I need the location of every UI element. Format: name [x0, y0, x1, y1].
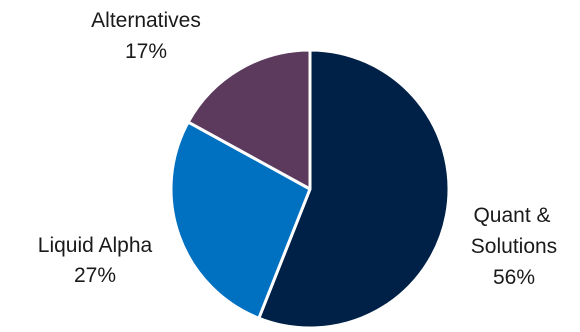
- pie-slice-quant: [257, 48, 451, 330]
- pie-slices: [169, 48, 451, 330]
- slice-label-alternatives: Alternatives 17%: [91, 9, 201, 63]
- slice-label-quant-line-1: Quant &: [473, 204, 550, 227]
- slice-label-quant: Quant & Solutions 56%: [471, 204, 557, 289]
- slice-label-liquid: Liquid Alpha 27%: [38, 234, 153, 287]
- slice-label-quant-percent: 56%: [493, 266, 535, 289]
- slice-label-liquid-percent: 27%: [74, 264, 116, 287]
- slice-label-alternatives-percent: 17%: [125, 40, 167, 63]
- slice-label-alternatives-name: Alternatives: [91, 9, 201, 32]
- slice-label-quant-line-2: Solutions: [471, 235, 557, 258]
- pie-labels: Quant & Solutions 56% Liquid Alpha 27% A…: [38, 9, 557, 289]
- pie-slice-alternatives: [186, 48, 312, 191]
- slice-label-liquid-name: Liquid Alpha: [38, 234, 153, 257]
